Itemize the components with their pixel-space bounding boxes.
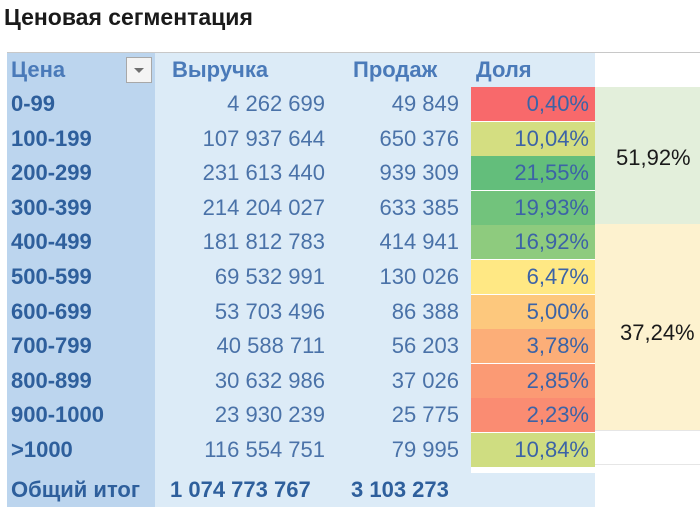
row-sales: 130 026 xyxy=(379,264,459,289)
row-share: 2,85% xyxy=(471,364,595,398)
group1-block xyxy=(595,87,700,224)
row-share: 10,04% xyxy=(471,122,595,156)
row-revenue: 181 812 783 xyxy=(202,229,325,254)
row-revenue: 4 262 699 xyxy=(227,91,325,116)
header-revenue: Выручка xyxy=(172,57,269,82)
row-price: 800-899 xyxy=(11,368,92,393)
row-gridline xyxy=(595,464,700,465)
row-share: 16,92% xyxy=(471,225,595,259)
row-revenue: 40 588 711 xyxy=(216,333,325,358)
pivot-table: Цена Выручка Продаж Доля 0-99 4 262 699 49… xyxy=(7,52,700,507)
row-share: 2,23% xyxy=(471,398,595,432)
row-sales: 633 385 xyxy=(379,195,459,220)
row-sales: 414 941 xyxy=(379,229,459,254)
row-price: 600-699 xyxy=(11,299,92,324)
row-revenue: 53 703 496 xyxy=(214,299,325,324)
row-revenue: 116 554 751 xyxy=(204,437,325,462)
row-share: 6,47% xyxy=(471,260,595,294)
column-share-header-bg xyxy=(471,53,595,87)
row-sales: 939 309 xyxy=(379,160,459,185)
row-revenue: 23 930 239 xyxy=(214,402,325,427)
total-sales: 3 103 273 xyxy=(351,477,449,502)
row-share: 5,00% xyxy=(471,295,595,329)
row-price: 900-1000 xyxy=(11,402,104,427)
row-sales: 49 849 xyxy=(391,91,459,116)
row-share: 21,55% xyxy=(471,156,595,190)
group2-block xyxy=(595,224,700,430)
row-price: >1000 xyxy=(11,437,73,462)
row-price: 200-299 xyxy=(11,160,92,185)
row-sales: 37 026 xyxy=(391,368,459,393)
header-top-border xyxy=(7,52,700,53)
row-price: 400-499 xyxy=(11,229,92,254)
row-revenue: 69 532 991 xyxy=(214,264,325,289)
column-price-bg xyxy=(7,53,155,507)
group2-share: 37,24% xyxy=(620,320,695,345)
row-revenue: 30 632 986 xyxy=(214,368,325,393)
row-price: 500-599 xyxy=(11,264,92,289)
price-filter-button[interactable] xyxy=(126,57,152,83)
row-revenue: 214 204 027 xyxy=(202,195,325,220)
header-sales: Продаж xyxy=(353,57,438,82)
total-revenue: 1 074 773 767 xyxy=(170,477,311,502)
row-share: 19,93% xyxy=(471,191,595,225)
row-sales: 79 995 xyxy=(391,437,459,462)
column-share-total-bg xyxy=(471,473,595,507)
row-revenue: 231 613 440 xyxy=(202,160,325,185)
row-revenue: 107 937 644 xyxy=(202,126,325,151)
row-share: 10,84% xyxy=(471,433,595,467)
total-label: Общий итог xyxy=(11,477,141,502)
row-sales: 650 376 xyxy=(379,126,459,151)
row-price: 0-99 xyxy=(11,91,56,116)
row-price: 100-199 xyxy=(11,126,92,151)
row-price: 300-399 xyxy=(11,195,92,220)
group1-share: 51,92% xyxy=(616,145,691,170)
row-share: 3,78% xyxy=(471,329,595,363)
sheet-title: Ценовая сегментация xyxy=(4,4,253,30)
column-revenue-bg xyxy=(155,53,337,507)
row-price: 700-799 xyxy=(11,333,92,358)
row-sales: 25 775 xyxy=(391,402,459,427)
row-gridline xyxy=(595,430,700,431)
header-share: Доля xyxy=(476,57,532,82)
row-sales: 56 203 xyxy=(391,333,459,358)
header-price: Цена xyxy=(11,57,66,82)
chevron-down-icon xyxy=(134,68,144,73)
column-sales-bg xyxy=(337,53,471,507)
row-share: 0,40% xyxy=(471,87,595,121)
row-sales: 86 388 xyxy=(391,299,459,324)
